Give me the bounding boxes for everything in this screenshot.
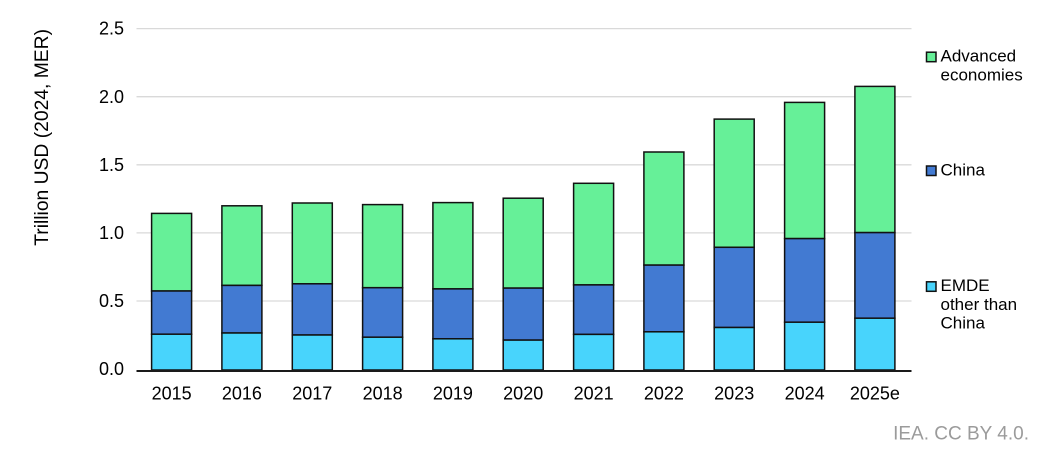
svg-text:other than: other than [941, 295, 1018, 314]
svg-text:2019: 2019 [433, 383, 473, 403]
svg-text:1.0: 1.0 [99, 223, 124, 243]
svg-text:2025e: 2025e [850, 383, 900, 403]
svg-text:2018: 2018 [363, 383, 403, 403]
svg-text:China: China [941, 160, 986, 179]
svg-text:China: China [941, 314, 986, 333]
svg-text:2022: 2022 [644, 383, 684, 403]
svg-text:2016: 2016 [222, 383, 262, 403]
svg-text:2023: 2023 [714, 383, 754, 403]
svg-text:2015: 2015 [152, 383, 192, 403]
svg-text:2021: 2021 [574, 383, 614, 403]
svg-text:2024: 2024 [785, 383, 825, 403]
svg-text:2020: 2020 [503, 383, 543, 403]
svg-text:Advanced: Advanced [941, 47, 1017, 66]
svg-text:2.5: 2.5 [99, 19, 124, 39]
svg-text:Trillion USD (2024, MER): Trillion USD (2024, MER) [32, 29, 53, 246]
svg-text:0.0: 0.0 [99, 359, 124, 379]
svg-text:economies: economies [941, 66, 1023, 85]
svg-text:2.0: 2.0 [99, 87, 124, 107]
svg-text:2017: 2017 [292, 383, 332, 403]
svg-text:IEA. CC BY 4.0.: IEA. CC BY 4.0. [893, 423, 1029, 444]
svg-text:0.5: 0.5 [99, 291, 124, 311]
svg-text:EMDE: EMDE [941, 276, 990, 295]
svg-text:1.5: 1.5 [99, 155, 124, 175]
